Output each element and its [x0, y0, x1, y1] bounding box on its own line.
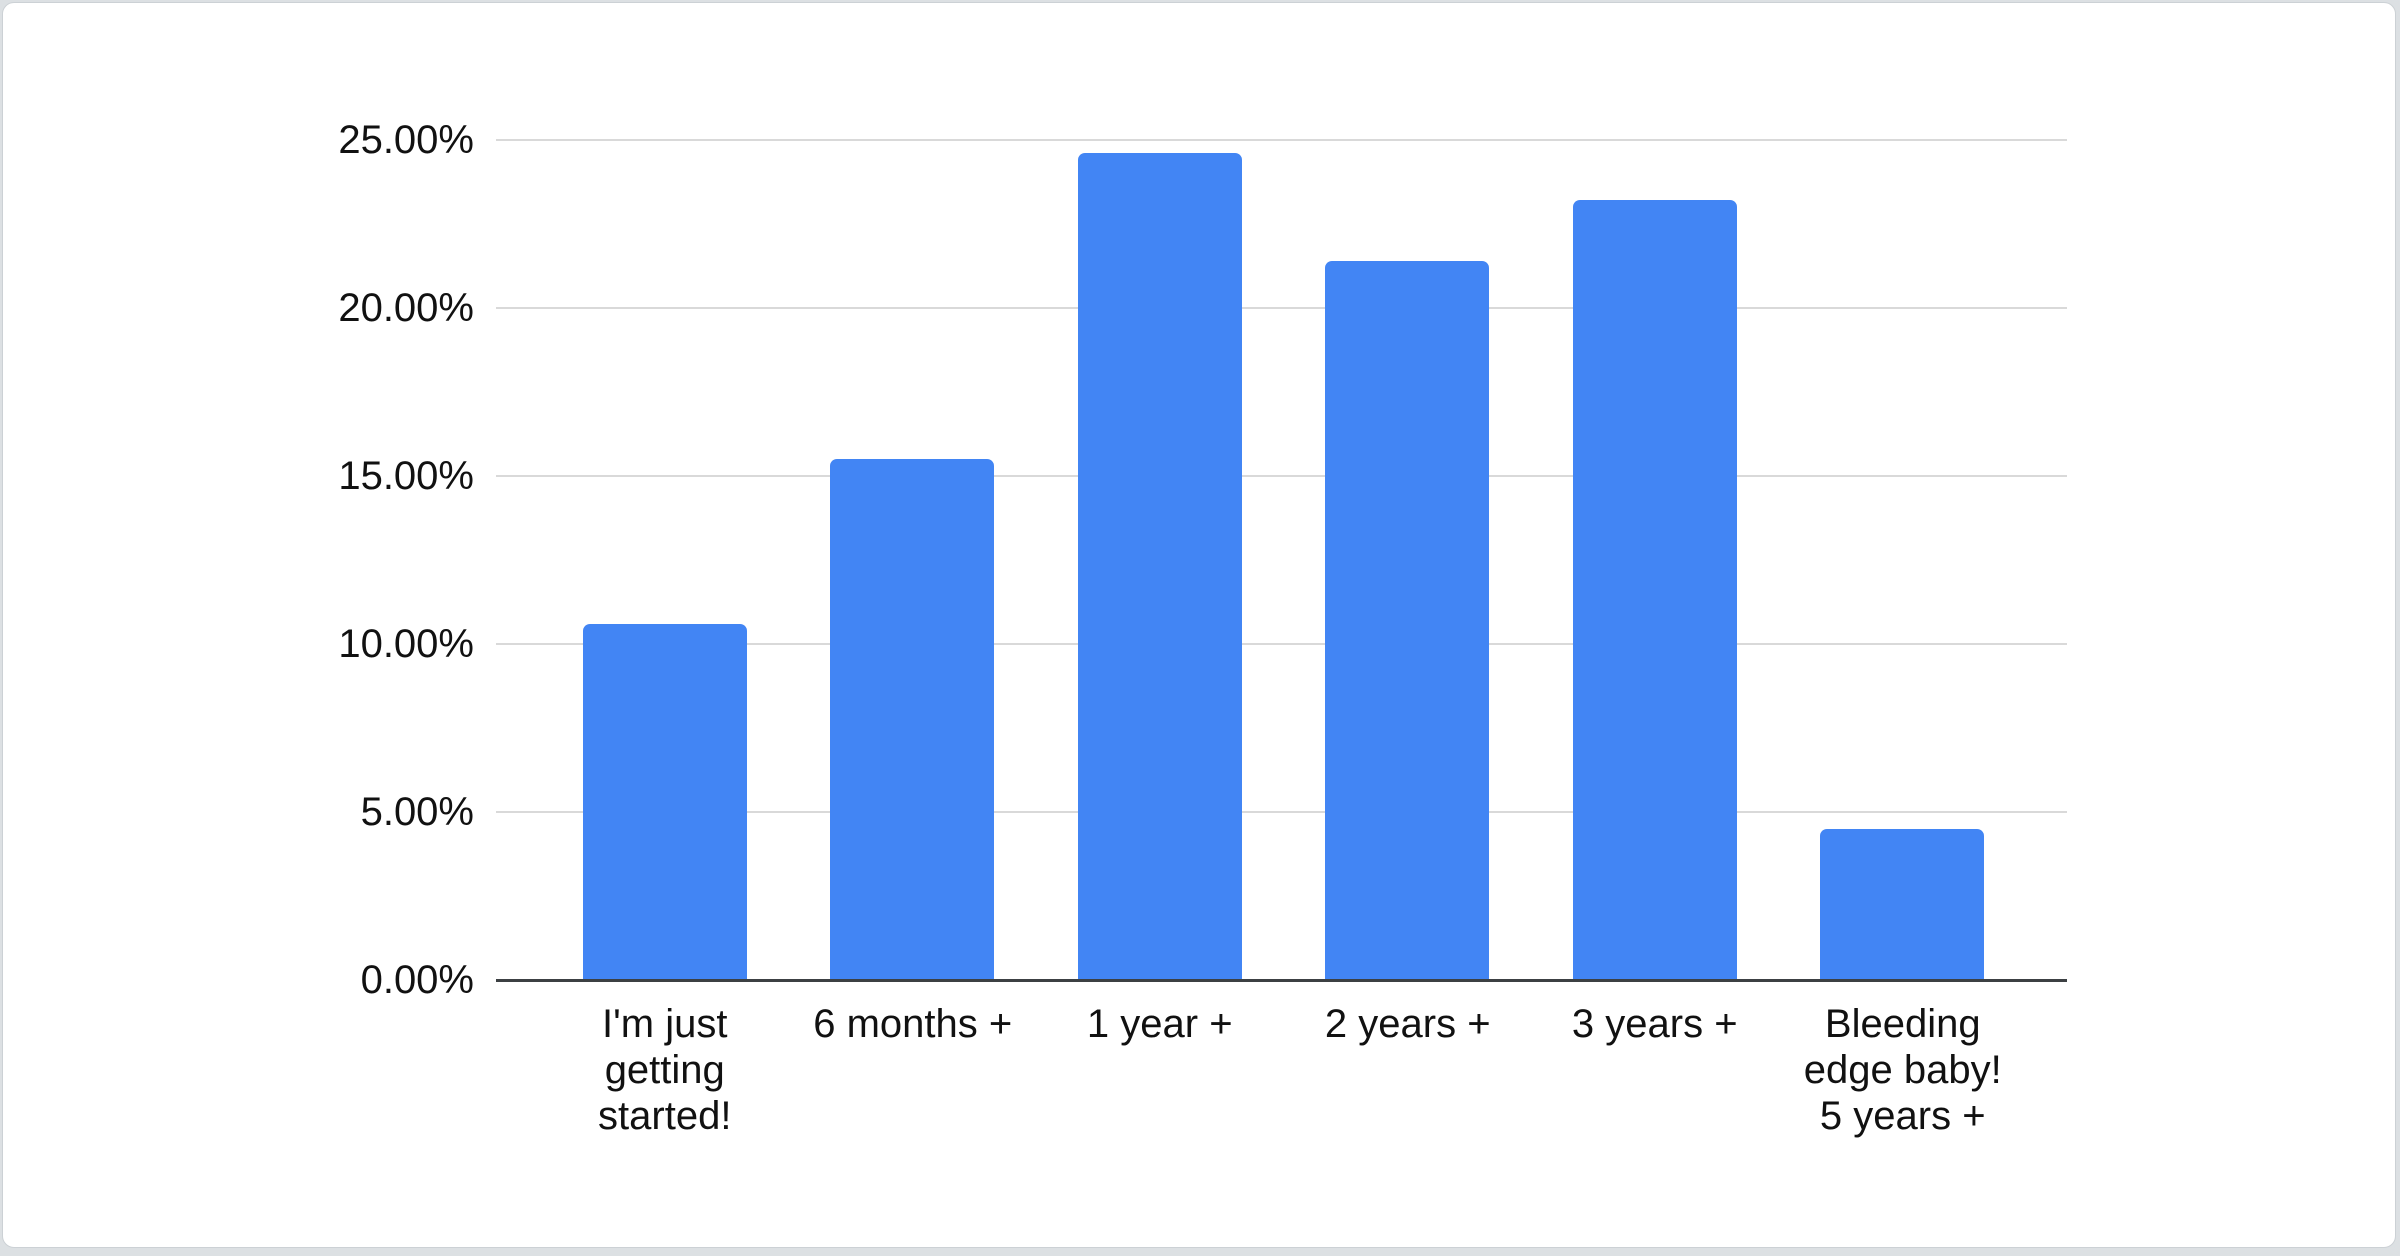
x-axis-category-label: 1 year +: [1086, 1002, 1233, 1046]
y-axis-tick-label: 20.00%: [338, 286, 474, 330]
y-gridline: [496, 139, 2067, 141]
x-axis-category-label: Bleeding edge baby! 5 years +: [1803, 1002, 2002, 1138]
x-axis-category-label: 2 years +: [1324, 1002, 1491, 1046]
bar-6[interactable]: [1820, 829, 1984, 980]
y-axis-tick-label: 25.00%: [338, 118, 474, 162]
y-axis-tick-label: 10.00%: [338, 622, 474, 666]
y-gridline: [496, 307, 2067, 309]
y-axis-tick-label: 0.00%: [360, 958, 474, 1002]
bar-5[interactable]: [1573, 200, 1737, 980]
y-axis-tick-label: 15.00%: [338, 454, 474, 498]
bar-4[interactable]: [1325, 261, 1489, 980]
x-axis-category-label: 3 years +: [1571, 1002, 1738, 1046]
x-axis-line: [496, 979, 2067, 982]
bar-2[interactable]: [830, 459, 994, 980]
bar-1[interactable]: [583, 624, 747, 980]
y-gridline: [496, 643, 2067, 645]
y-gridline: [496, 475, 2067, 477]
x-axis-category-label: I'm just getting started!: [598, 1002, 732, 1138]
y-axis-tick-label: 5.00%: [360, 790, 474, 834]
x-axis-category-label: 6 months +: [813, 1002, 1013, 1046]
y-gridline: [496, 811, 2067, 813]
bar-3[interactable]: [1078, 153, 1242, 980]
